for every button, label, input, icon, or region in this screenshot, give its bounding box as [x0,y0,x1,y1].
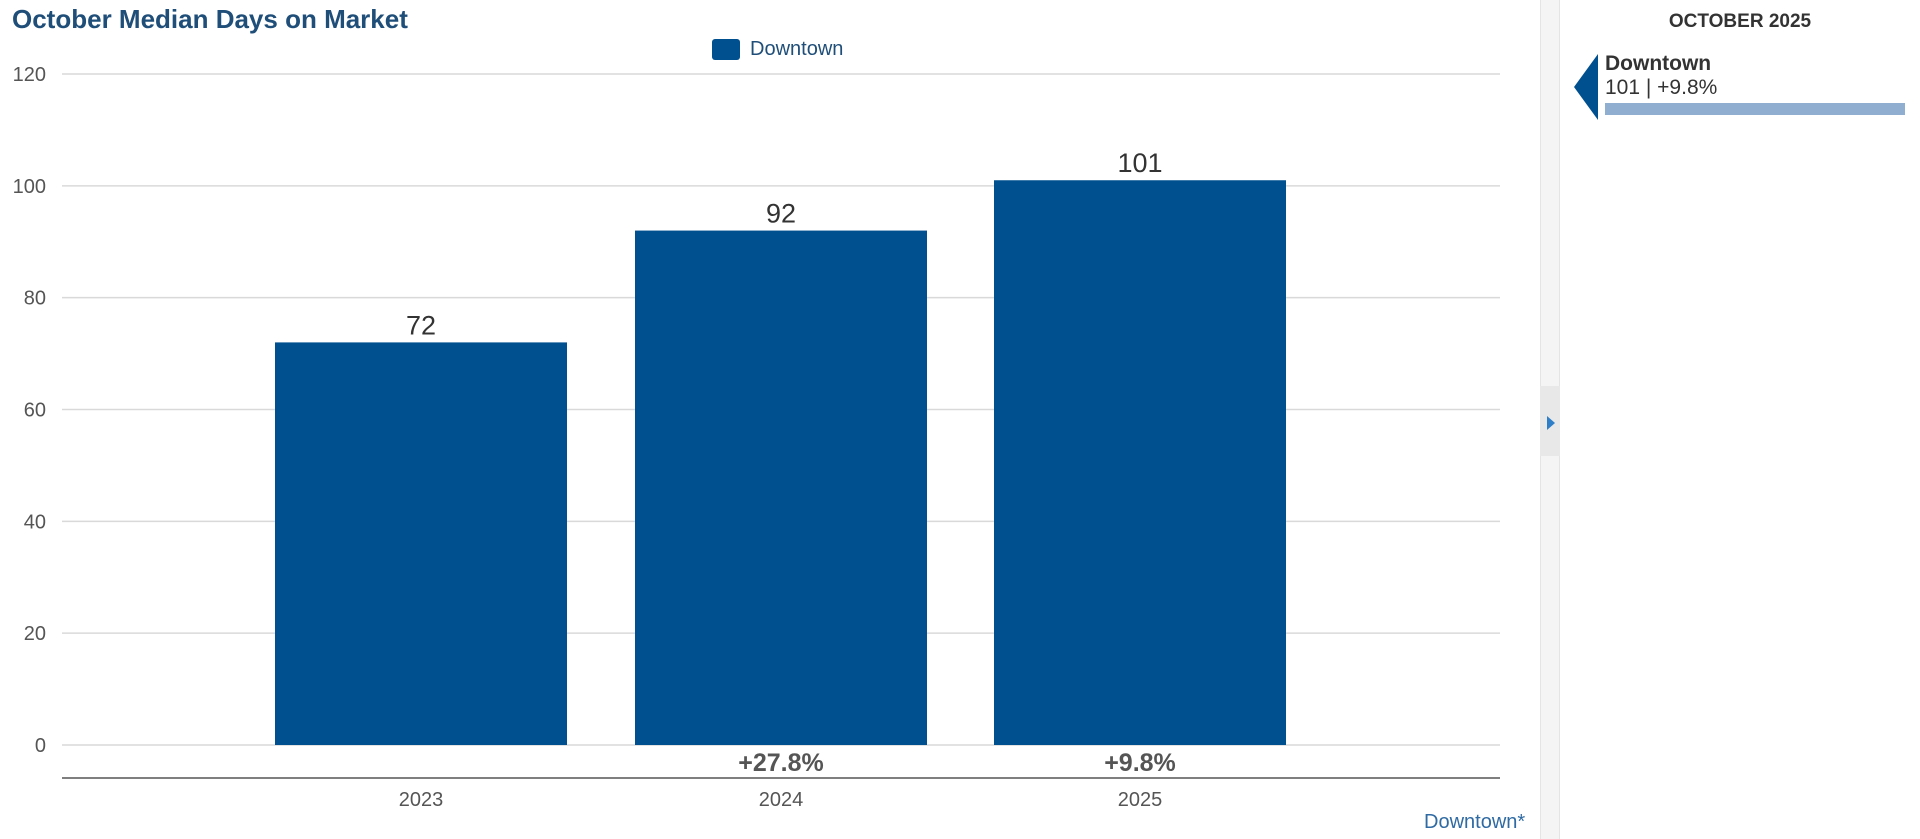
data-label: 92 [766,199,796,229]
y-tick-label: 60 [24,400,46,422]
side-panel-heading: OCTOBER 2025 [1668,11,1812,32]
side-item-name[interactable]: Downtown [1605,52,1712,75]
x-tick-label: 2025 [1118,789,1163,811]
bar[interactable] [994,180,1286,745]
bar[interactable] [275,342,567,745]
chart-title: October Median Days on Market [12,4,408,34]
x-tick-label: 2023 [399,789,444,811]
y-tick-label: 120 [13,64,46,86]
side-item-bar [1605,103,1905,115]
legend-swatch [712,39,740,60]
data-label: 101 [1117,148,1162,178]
caret-right-icon [1547,416,1555,430]
y-tick-label: 20 [24,623,46,645]
y-tick-label: 100 [13,176,46,198]
y-tick-label: 40 [24,511,46,533]
y-tick-label: 80 [24,288,46,310]
change-label: +27.8% [738,749,824,777]
bar-chart: 0 20 40 60 80 100 120 72 2023 92 +27.8% 2024 101 +9.8… [13,64,1500,811]
legend-label: Downtown [750,38,844,60]
x-tick-label: 2024 [759,789,804,811]
legend[interactable]: Downtown [712,38,843,61]
change-label: +9.8% [1104,749,1176,777]
footnote-link[interactable]: Downtown* [1424,811,1526,833]
pointer-arrow-icon [1574,54,1598,120]
data-label: 72 [406,310,436,340]
side-item-value: 101 | +9.8% [1605,76,1718,99]
bar[interactable] [635,230,927,746]
side-panel: OCTOBER 2025 Downtown 101 | +9.8% [1560,0,1920,839]
y-tick-label: 0 [35,735,46,757]
